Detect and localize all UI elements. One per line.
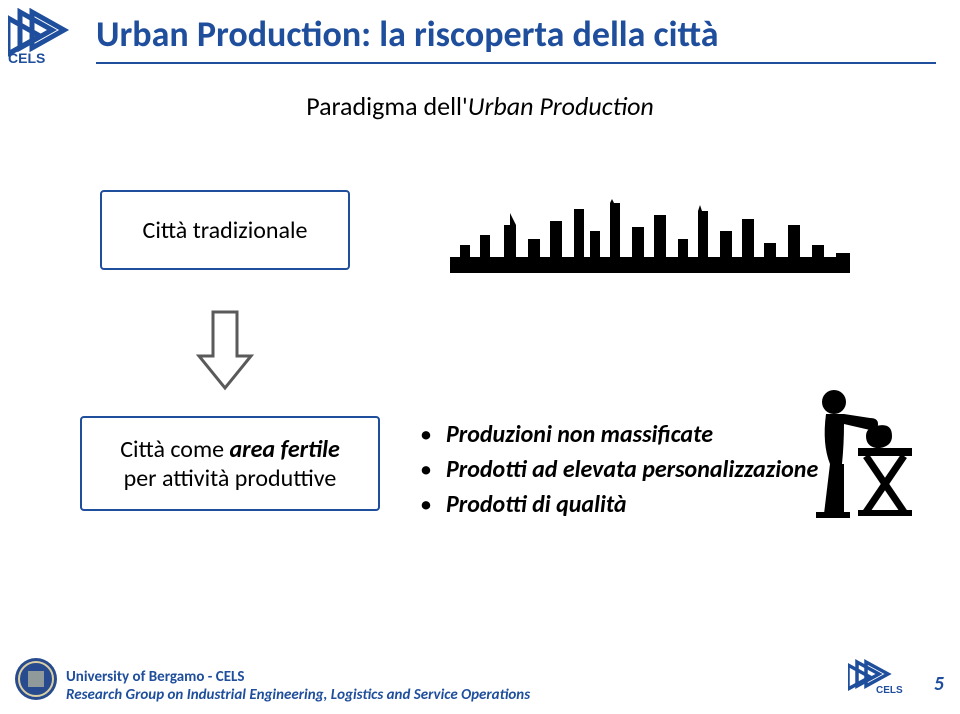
craftsman-icon bbox=[800, 384, 920, 529]
box-fertile-city: Città come area fertile per attività pro… bbox=[80, 416, 380, 511]
skyline-icon bbox=[450, 195, 850, 280]
bullet-item: Prodotti di qualità bbox=[420, 490, 818, 519]
cels-logo-top: CELS bbox=[8, 8, 86, 71]
svg-text:CELS: CELS bbox=[876, 685, 903, 696]
title-underline bbox=[96, 62, 936, 64]
down-arrow-icon bbox=[195, 310, 255, 397]
slide-subtitle: Paradigma dell'Urban Production bbox=[0, 90, 960, 122]
cels-logo-bottom: CELS bbox=[848, 657, 910, 702]
box-traditional-city: Città tradizionale bbox=[100, 190, 350, 270]
footer: University of Bergamo - CELS Research Gr… bbox=[0, 656, 960, 714]
footer-line2: Research Group on Industrial Engineering… bbox=[66, 686, 530, 704]
page-number: 5 bbox=[934, 672, 944, 696]
bullet-item: Prodotti ad elevata personalizzazione bbox=[420, 455, 818, 484]
svg-text:CELS: CELS bbox=[8, 50, 45, 66]
bullet-list: Produzioni non massificate Prodotti ad e… bbox=[420, 420, 818, 525]
box2-text-b: per attività produttive bbox=[124, 464, 337, 493]
bullet-text: Produzioni non massificate bbox=[446, 420, 713, 449]
footer-text: University of Bergamo - CELS Research Gr… bbox=[66, 668, 530, 704]
slide: CELS Urban Production: la riscoperta del… bbox=[0, 0, 960, 714]
logo-triangles-icon bbox=[8, 12, 64, 54]
bullet-text: Prodotti di qualità bbox=[446, 490, 627, 519]
university-seal-icon bbox=[14, 657, 58, 706]
bullet-item: Produzioni non massificate bbox=[420, 420, 818, 449]
page-title: Urban Production: la riscoperta della ci… bbox=[96, 12, 719, 56]
box2-text-a-italic: area fertile bbox=[230, 435, 340, 464]
box1-label: Città tradizionale bbox=[143, 216, 308, 245]
footer-line1: University of Bergamo - CELS bbox=[66, 668, 530, 686]
subtitle-italic: Urban Production bbox=[468, 90, 654, 122]
box2-text-a: Città come bbox=[120, 435, 229, 464]
subtitle-prefix: Paradigma dell' bbox=[306, 90, 468, 122]
bullet-text: Prodotti ad elevata personalizzazione bbox=[446, 455, 818, 484]
